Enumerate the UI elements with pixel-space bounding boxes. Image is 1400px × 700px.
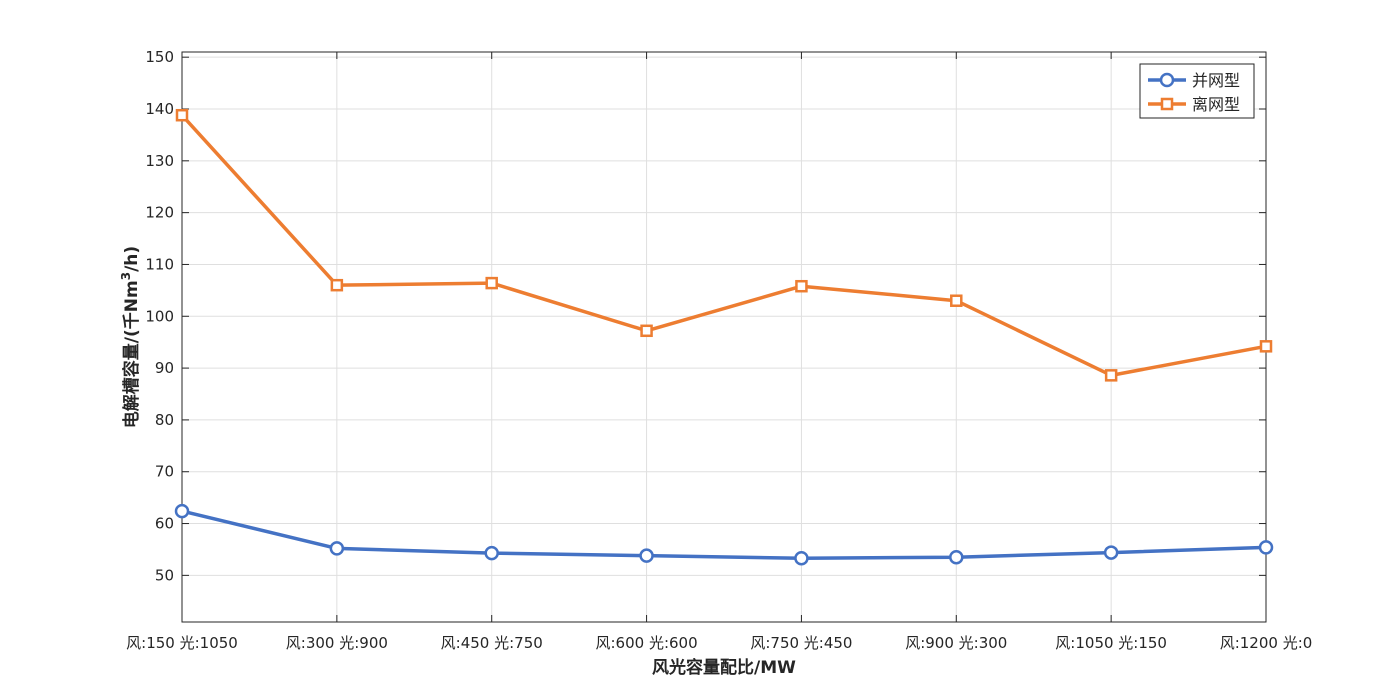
data-point <box>639 548 654 563</box>
x-tick-label: 风:750 光:450 <box>750 634 852 652</box>
legend-swatch-marker <box>1160 97 1174 111</box>
data-point <box>330 278 344 292</box>
x-tick-label: 风:450 光:750 <box>441 634 543 652</box>
data-point <box>950 294 963 307</box>
series-line <box>180 114 1267 378</box>
legend-item: 并网型 <box>1148 71 1240 90</box>
y-tick-label: 60 <box>155 515 174 533</box>
y-tick-label: 90 <box>155 359 174 377</box>
data-point <box>1103 545 1119 560</box>
x-tick-label: 风:900 光:300 <box>905 634 1007 652</box>
y-axis-title: 电解槽容量/(千Nm3/h) <box>119 246 142 428</box>
data-point <box>484 545 499 561</box>
data-point <box>795 279 808 293</box>
x-tick-label: 风:300 光:900 <box>286 634 388 652</box>
plot-frame <box>181 51 1267 623</box>
data-point <box>1258 540 1274 555</box>
y-tick-label: 130 <box>145 152 174 170</box>
data-point <box>175 108 189 122</box>
series-line <box>181 509 1267 561</box>
series-1 <box>174 503 1274 566</box>
legend-swatch-marker <box>1159 72 1175 88</box>
y-axis-title-tail: /h) <box>122 246 142 272</box>
x-tick-label: 风:600 光:600 <box>596 634 698 652</box>
data-point <box>1259 340 1273 353</box>
legend-box <box>1139 63 1255 119</box>
x-tick-label: 风:150 光:1050 <box>126 634 238 652</box>
grid <box>181 52 1267 622</box>
data-point <box>794 551 809 566</box>
legend-label: 离网型 <box>1192 95 1240 114</box>
axes <box>181 51 1267 623</box>
series-2 <box>175 108 1273 382</box>
x-tick-label: 风:1050 光:150 <box>1055 634 1167 652</box>
data-point <box>485 276 498 290</box>
x-tick-label: 风:1200 光:0 <box>1220 634 1313 652</box>
y-tick-label: 110 <box>145 255 174 273</box>
y-tick-label: 150 <box>145 48 174 66</box>
series-layer <box>174 108 1274 566</box>
x-axis-title: 风光容量配比/MW <box>652 657 796 678</box>
y-tick-label: 100 <box>145 307 174 325</box>
data-point <box>1104 369 1118 382</box>
y-axis-title-superscript: 3 <box>119 272 133 280</box>
legend-label: 并网型 <box>1192 71 1240 90</box>
y-tick-label: 120 <box>145 204 174 222</box>
y-axis-title-main: 电解槽容量/(千Nm <box>121 280 142 428</box>
y-tick-label: 80 <box>155 411 174 429</box>
y-tick-label: 140 <box>145 100 174 118</box>
tick-labels: 50 60 70 80 90 100 110 120 130 140 150 风:150 光:1050… <box>126 48 1312 652</box>
data-point <box>640 324 653 338</box>
data-point <box>949 549 964 565</box>
data-point <box>174 503 190 519</box>
data-point <box>329 541 345 556</box>
y-tick-label: 50 <box>155 566 174 584</box>
legend-item: 离网型 <box>1148 95 1240 114</box>
y-tick-label: 70 <box>155 463 174 481</box>
